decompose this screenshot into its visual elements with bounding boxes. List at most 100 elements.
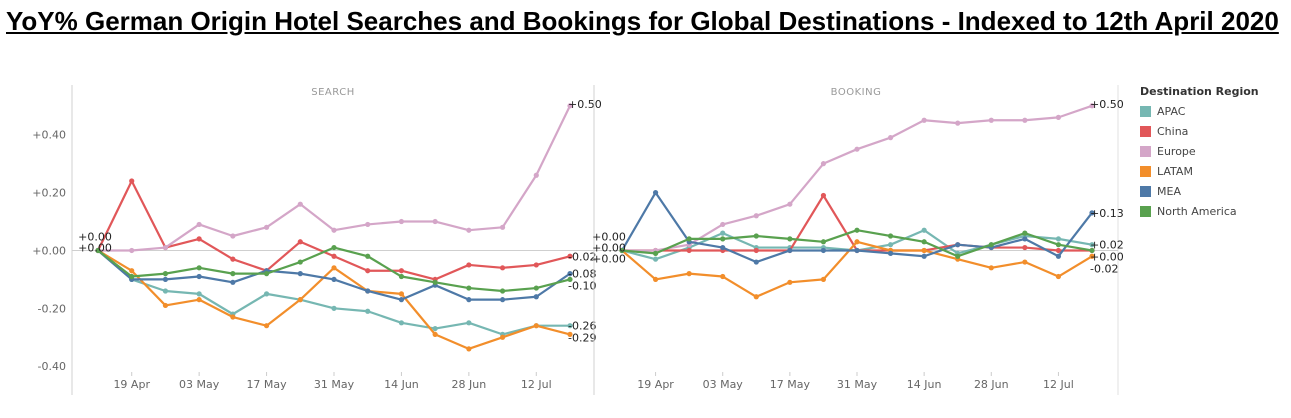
data-point	[955, 120, 961, 126]
x-tick-label: 17 May	[246, 378, 287, 391]
x-tick-label: 17 May	[770, 378, 811, 391]
legend-item[interactable]: Europe	[1140, 141, 1259, 161]
data-point	[787, 247, 793, 254]
data-point	[466, 297, 472, 303]
data-point	[955, 253, 961, 259]
data-point	[263, 224, 270, 230]
data-point	[533, 285, 539, 291]
data-point	[787, 236, 793, 242]
data-point	[432, 325, 438, 332]
data-point	[129, 247, 135, 254]
data-point	[365, 221, 371, 228]
data-point	[720, 236, 726, 242]
data-point	[567, 331, 573, 337]
data-point	[1055, 236, 1062, 242]
data-point	[398, 273, 405, 280]
data-point	[787, 201, 793, 207]
data-point	[499, 224, 506, 230]
data-point	[331, 227, 337, 233]
data-point	[230, 279, 236, 285]
data-point	[398, 297, 405, 303]
data-point	[162, 276, 169, 283]
x-tick-label: 12 Jul	[1043, 378, 1074, 391]
panel-title: BOOKING	[831, 87, 882, 98]
data-point	[466, 262, 472, 268]
data-point	[533, 172, 539, 178]
legend-item[interactable]: China	[1140, 121, 1259, 141]
legend-item[interactable]: MEA	[1140, 181, 1259, 201]
data-point	[820, 239, 827, 245]
legend-swatch	[1140, 125, 1151, 137]
data-point	[365, 308, 371, 314]
x-tick-label: 14 Jun	[907, 378, 942, 391]
data-point	[1022, 236, 1028, 242]
data-point	[887, 135, 894, 141]
data-point	[499, 297, 506, 303]
data-point	[1055, 253, 1062, 259]
data-point	[297, 259, 303, 265]
data-point	[1022, 259, 1028, 265]
legend-item[interactable]: APAC	[1140, 101, 1259, 121]
data-point	[854, 146, 860, 152]
data-point	[466, 346, 472, 352]
data-point	[95, 247, 101, 254]
x-tick-label: 28 Jun	[974, 378, 1009, 391]
data-point	[533, 323, 539, 329]
data-point	[499, 265, 506, 271]
x-tick-label: 19 Apr	[113, 378, 150, 391]
legend: Destination Region APAC China Europe LATAM M…	[1140, 85, 1259, 221]
data-point	[533, 262, 539, 268]
x-tick-label: 28 Jun	[452, 378, 487, 391]
data-point	[499, 288, 506, 294]
data-point	[230, 271, 236, 277]
data-point	[263, 291, 270, 297]
data-point	[652, 189, 659, 196]
start-value-label: +0.00	[592, 241, 626, 254]
end-value-label: +0.50	[1090, 98, 1124, 111]
data-point	[398, 218, 405, 225]
data-point	[720, 221, 726, 228]
end-value-label: -0.10	[568, 280, 596, 293]
start-value-label: +0.00	[592, 230, 626, 243]
data-point	[1055, 273, 1062, 280]
x-tick-label: 12 Jul	[521, 378, 552, 391]
legend-item[interactable]: North America	[1140, 201, 1259, 221]
legend-swatch	[1140, 145, 1151, 157]
x-tick-label: 19 Apr	[637, 378, 674, 391]
data-point	[955, 242, 961, 248]
data-point	[921, 117, 927, 123]
data-point	[887, 250, 894, 256]
data-point	[820, 161, 827, 167]
data-point	[567, 276, 573, 283]
data-point	[297, 297, 303, 303]
x-tick-label: 31 May	[837, 378, 878, 391]
data-point	[652, 256, 659, 262]
data-point	[162, 244, 169, 251]
data-point	[1022, 230, 1028, 236]
data-point	[1022, 117, 1028, 123]
data-point	[533, 294, 539, 300]
legend-swatch	[1140, 205, 1151, 217]
data-point	[297, 271, 303, 277]
end-value-label: +0.13	[1090, 207, 1124, 220]
page-title: YoY% German Origin Hotel Searches and Bo…	[6, 6, 1279, 36]
data-point	[331, 305, 337, 311]
data-point	[1055, 242, 1062, 248]
legend-label: North America	[1157, 204, 1237, 218]
end-value-label: -0.08	[568, 268, 596, 281]
start-value-label: +0.00	[592, 252, 626, 265]
data-point	[1022, 244, 1028, 251]
data-point	[1089, 103, 1095, 109]
data-point	[686, 247, 692, 254]
data-point	[567, 323, 573, 329]
legend-label: MEA	[1157, 184, 1181, 198]
data-point	[129, 273, 135, 280]
end-value-label: -0.26	[568, 320, 596, 333]
data-point	[466, 320, 472, 326]
data-point	[196, 265, 202, 271]
data-point	[432, 331, 438, 337]
data-point	[988, 242, 994, 248]
legend-item[interactable]: LATAM	[1140, 161, 1259, 181]
data-point	[263, 271, 270, 277]
data-point	[263, 323, 270, 329]
